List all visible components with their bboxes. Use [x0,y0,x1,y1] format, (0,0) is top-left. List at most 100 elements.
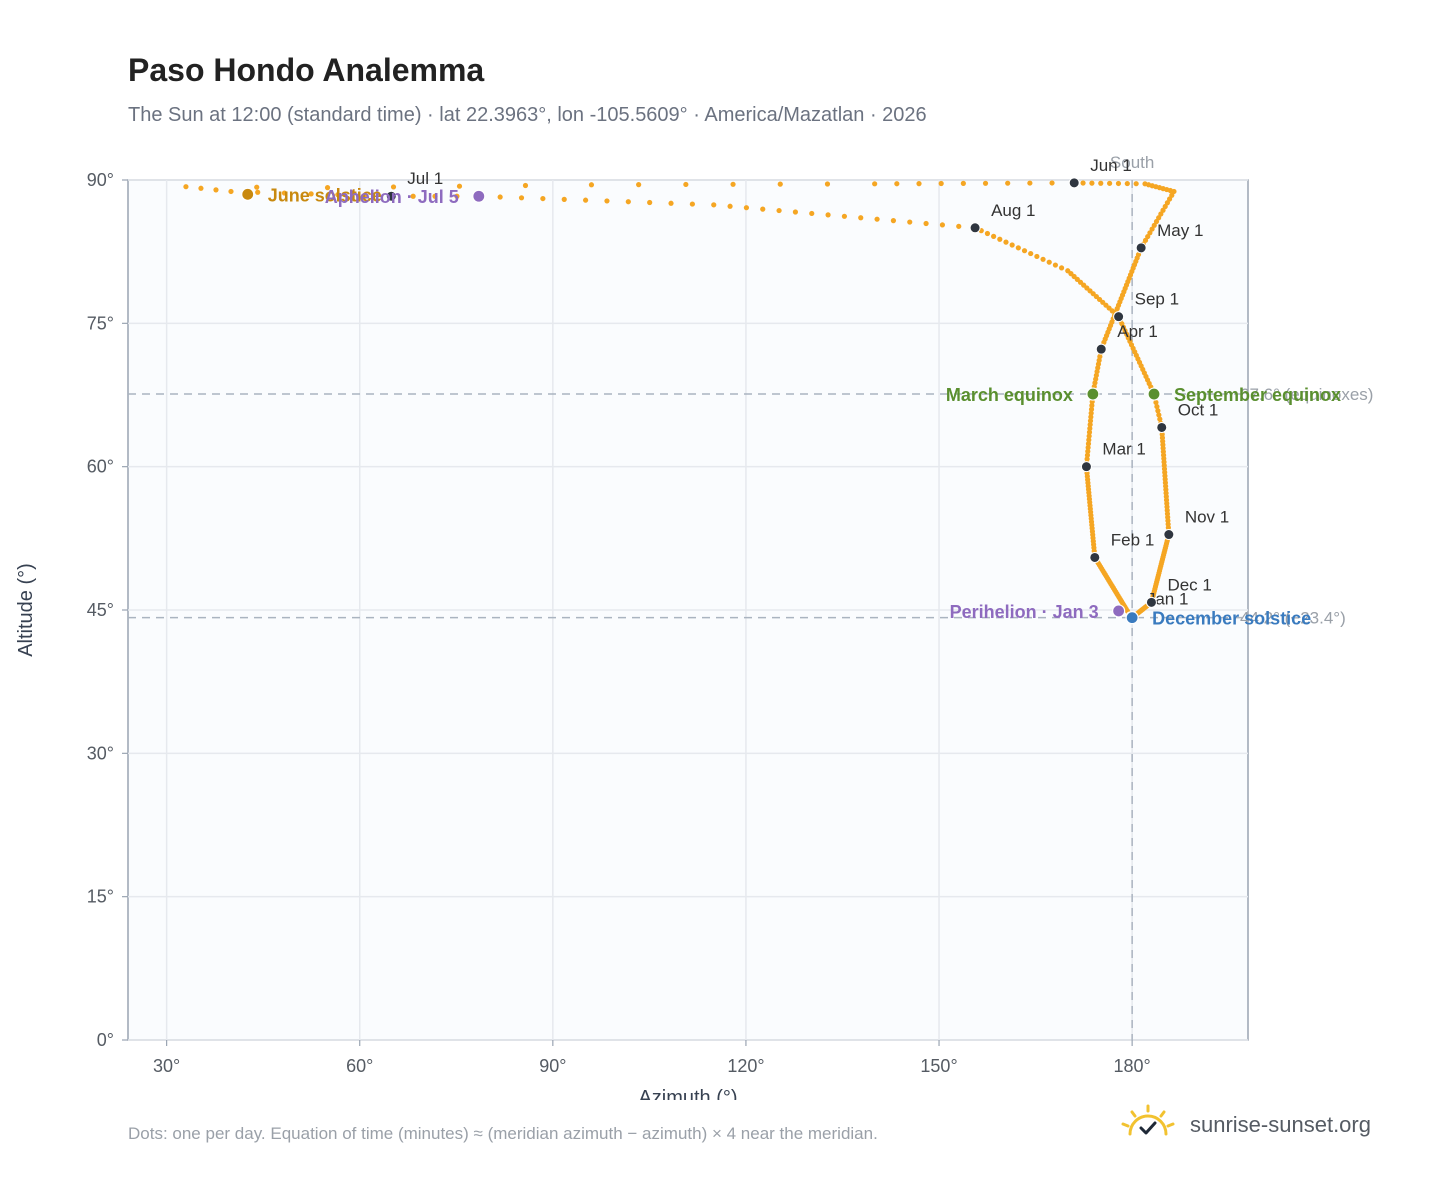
event-label: March equinox [946,385,1073,405]
day-dot [1028,250,1034,257]
event-marker [1086,387,1100,401]
month-label: Sep 1 [1135,290,1179,309]
month-marker [1080,461,1092,473]
day-dot [1089,402,1095,409]
day-dot [213,187,219,193]
chart-footnote: Dots: one per day. Equation of time (min… [128,1124,878,1143]
meridian-label: South [1110,153,1154,172]
month-marker [969,222,981,234]
month-label: Jan 1 [1147,590,1189,609]
month-label: May 1 [1157,221,1203,240]
day-dot [582,197,589,203]
day-dot [522,182,529,189]
month-marker [1068,177,1080,189]
day-dot [1085,448,1091,454]
day-dot [894,181,900,187]
day-dot [1088,406,1095,412]
day-dot [997,236,1003,242]
day-dot [390,184,397,190]
day-dot [923,220,929,227]
day-dot [561,196,567,202]
event-label: Aphelion · Jul 5 [325,187,459,207]
month-label: Mar 1 [1102,440,1145,459]
day-dot [518,195,525,201]
month-marker [1145,596,1157,608]
day-dot [1046,259,1052,265]
x-tick-label: 90° [539,1056,566,1076]
x-axis-ticks: 30° 60° 90° 120° 150° 180° [153,1040,1151,1076]
day-dot [792,209,799,215]
month-marker [385,190,397,202]
day-dot [1088,410,1094,416]
day-dot [1142,237,1149,243]
x-tick-label: 60° [346,1056,373,1076]
y-axis-ticks: 0° 15° 30° 45° 60° 75° 90° [87,170,128,1050]
x-tick-label: 150° [920,1056,957,1076]
month-label: Nov 1 [1185,508,1229,527]
day-dot [636,182,642,188]
day-dot [1086,429,1093,435]
month-label: Oct 1 [1178,400,1219,419]
month-label: Dec 1 [1167,575,1211,594]
grid-lines [128,179,1248,1041]
day-dot [1089,180,1095,186]
day-dot [938,180,944,187]
month-label: Apr 1 [1117,322,1158,341]
day-dot [727,203,733,209]
day-dot [1164,200,1171,206]
day-dot [960,180,966,186]
month-label: Jun 1 [1090,156,1132,175]
day-dot [588,182,595,188]
day-dot [711,202,717,208]
day-dot [683,181,689,188]
day-dot [1107,180,1113,186]
day-dot [1049,180,1055,186]
event-marker [472,189,486,203]
event-marker [1147,387,1161,401]
day-dot [1098,180,1104,186]
x-tick-label: 120° [727,1056,764,1076]
day-dot [647,199,653,206]
day-dot [1027,180,1033,186]
day-dot [1058,265,1065,271]
day-dot [361,192,368,199]
day-dot [228,188,234,195]
day-dot [776,207,782,214]
y-tick-label: 15° [87,887,114,907]
day-dot [689,201,695,207]
day-dot [858,215,864,221]
day-dot [825,212,831,218]
day-dot [1003,239,1009,245]
month-marker [1163,529,1175,541]
reference-lines: 67.6° (equinoxes) 44.2° (−23.4°) South [128,153,1373,1040]
y-tick-label: 60° [87,457,114,477]
event-marker [241,187,255,201]
event-label: Perihelion · Jan 3 [950,602,1099,622]
event-label: June solstice [268,185,382,205]
y-tick-label: 45° [87,600,114,620]
month-label: Aug 1 [991,201,1035,220]
reference-line-label: 67.6° (equinoxes) [1240,385,1373,404]
brand[interactable]: sunrise-sunset.org [1118,1102,1418,1146]
day-dot [625,199,631,205]
y-tick-label: 90° [87,170,114,190]
day-dot [540,195,546,202]
day-dot [1156,412,1162,418]
day-dot [1087,422,1093,428]
day-dot [874,216,880,222]
y-tick-label: 30° [87,743,114,763]
y-tick-label: 75° [87,313,114,333]
day-dot [1151,222,1157,228]
day-dot [1158,211,1164,217]
day-dot [254,184,260,190]
day-dot [1149,226,1155,232]
day-dot [198,185,204,191]
day-dot [1133,181,1139,187]
reference-line-label: 44.2° (−23.4°) [1240,609,1346,628]
day-dot [1085,444,1091,451]
day-dot [872,181,878,187]
day-dot [1157,416,1163,422]
event-marker [1112,604,1126,618]
chart-title: Paso Hondo Analemma [128,52,485,88]
day-dot [1052,262,1059,268]
